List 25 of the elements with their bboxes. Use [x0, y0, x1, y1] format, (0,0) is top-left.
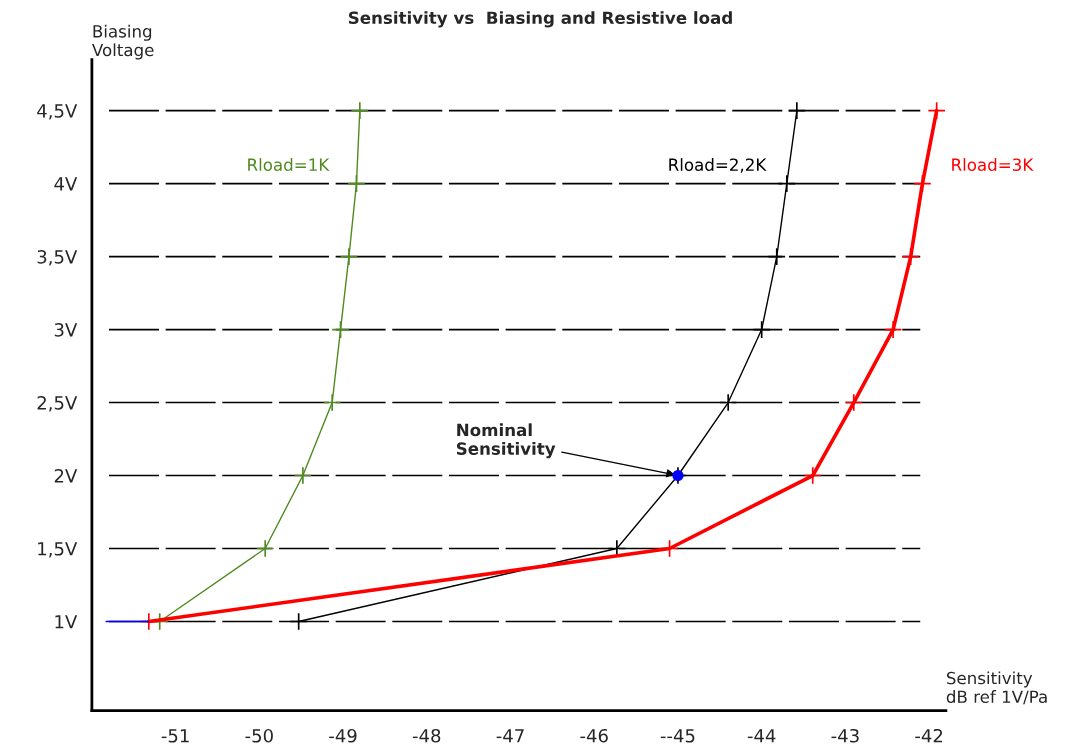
y-tick-label: 4V: [54, 177, 78, 191]
x-tick-label: --45: [660, 729, 695, 743]
y-tick-label: 4,5V: [37, 104, 78, 120]
annotation: Nominal Sensitivity: [456, 423, 556, 459]
y-tick-label: 2V: [54, 468, 78, 483]
y-tick-label: 1V: [55, 615, 78, 629]
x-tick-label: -51: [161, 729, 189, 743]
x-tick-label: -46: [580, 728, 608, 743]
x-tick-label: -48: [412, 728, 441, 743]
y-tick-label: 3V: [54, 323, 78, 337]
series-label: Rload=2,2K: [669, 158, 767, 173]
series-label: Rload=1K: [248, 158, 330, 171]
x-tick-label: -44: [747, 729, 776, 743]
y-tick-label: 1,5V: [38, 542, 78, 558]
x-tick-label: -43: [831, 728, 859, 743]
chart-title: Sensitivity vs Biasing and Resistive load: [348, 11, 732, 28]
series-label: Rload=3K: [952, 158, 1034, 171]
x-tick-label: -42: [915, 728, 943, 743]
y-tick-label: 2,5V: [37, 395, 78, 412]
y-tick-label: 3,5V: [37, 250, 78, 266]
x-axis-title: Sensitivity dB ref 1V/Pa: [946, 671, 1047, 705]
x-tick-label: -50: [245, 728, 273, 743]
y-axis-title: Biasing Voltage: [92, 24, 154, 60]
x-tick-label: -49: [329, 728, 357, 743]
x-tick-label: -47: [496, 729, 524, 743]
